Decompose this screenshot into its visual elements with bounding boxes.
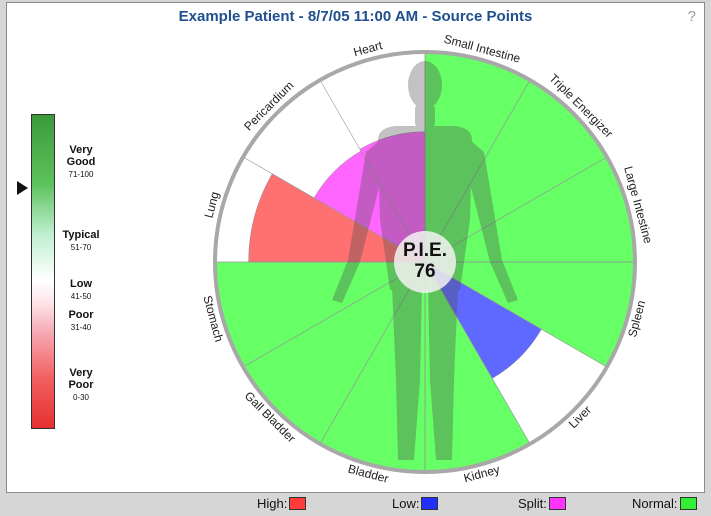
legend-swatch-low <box>421 497 439 510</box>
legend-label: Low: <box>392 496 420 511</box>
slice-divider <box>424 261 531 445</box>
scale-range: 0-30 <box>72 393 89 402</box>
scale-name: Very Poor <box>68 367 94 391</box>
slice-divider <box>319 261 426 445</box>
scale-label-very-poor: Very Poor 0-30 <box>56 367 106 404</box>
slice-divider <box>424 261 608 368</box>
legend-label: Normal: <box>632 496 678 511</box>
pie-center: P.I.E. 76 <box>394 231 456 293</box>
scale-name: Low <box>70 278 92 290</box>
slice-divider <box>319 79 426 263</box>
scale-label-poor: Poor 31-40 <box>56 309 106 334</box>
center-value: 76 <box>414 261 435 282</box>
chart-slices <box>214 51 636 473</box>
slice-divider <box>424 79 531 263</box>
legend-item-high: High: <box>257 496 307 511</box>
scale-label-typical: Typical 51-70 <box>56 229 106 254</box>
legend: High: Low: Split: Normal: <box>0 496 711 514</box>
scale-name: Poor <box>68 309 94 321</box>
legend-item-low: Low: <box>392 496 439 511</box>
color-scale-bar <box>31 114 55 429</box>
segment-label: Lung <box>201 190 221 219</box>
center-badge <box>394 231 456 293</box>
scale-label-low: Low 41-50 <box>56 278 106 303</box>
scale-range: 31-40 <box>70 323 92 332</box>
center-label: P.I.E. <box>403 240 447 261</box>
chart-title: Example Patient - 8/7/05 11:00 AM - Sour… <box>178 8 533 25</box>
legend-item-normal: Normal: <box>632 496 697 511</box>
segment-label: Pericardium <box>241 78 296 133</box>
segment-label: Liver <box>566 403 594 431</box>
legend-label: High: <box>257 496 288 511</box>
scale-range: 51-70 <box>70 243 92 252</box>
scale-range: 41-50 <box>70 292 92 301</box>
legend-swatch-normal <box>679 497 697 510</box>
scale-pointer-icon <box>17 181 28 195</box>
legend-label: Split: <box>518 496 547 511</box>
scale-name: Typical <box>62 229 100 241</box>
scale-range: 71-100 <box>68 170 94 179</box>
legend-swatch-split <box>548 497 566 510</box>
outer-ring <box>213 50 637 474</box>
slice-lung[interactable] <box>248 173 426 263</box>
slice-divider <box>242 156 426 263</box>
slice-divider <box>242 261 426 368</box>
scale-label-very-good: Very Good 71-100 <box>56 144 106 181</box>
help-button[interactable]: ? <box>687 8 696 25</box>
chart-ring <box>213 50 637 474</box>
legend-swatch-high <box>289 497 307 510</box>
slice-divider <box>424 156 608 263</box>
legend-item-split: Split: <box>518 496 566 511</box>
scale-name: Very Good <box>66 144 96 168</box>
